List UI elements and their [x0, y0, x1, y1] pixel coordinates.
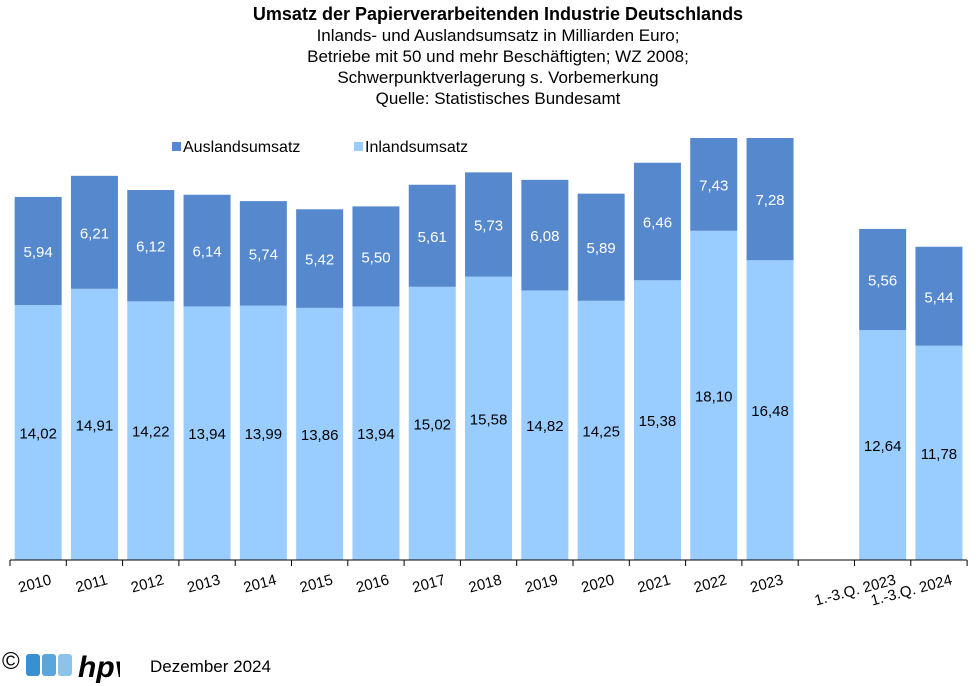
legend-label: Auslandsumsatz — [183, 139, 300, 156]
bar-inlandsumsatz — [690, 230, 738, 560]
data-label-inlandsumsatz: 16,48 — [751, 403, 789, 420]
bar-auslandsumsatz — [14, 196, 62, 305]
x-tick-label: 2018 — [467, 571, 504, 596]
bar-inlandsumsatz — [14, 304, 62, 560]
bar-auslandsumsatz — [746, 138, 794, 261]
data-label-auslandsumsatz: 5,56 — [868, 273, 897, 290]
data-label-inlandsumsatz: 14,82 — [526, 418, 564, 435]
x-tick-label: 2013 — [185, 571, 222, 596]
chart-title-block: Umsatz der Papierverarbeitenden Industri… — [0, 4, 980, 109]
bar-inlandsumsatz — [183, 306, 231, 560]
data-label-auslandsumsatz: 5,61 — [418, 229, 447, 246]
x-tick-label: 2010 — [17, 571, 54, 596]
data-label-inlandsumsatz: 14,91 — [76, 417, 114, 434]
x-tick-label: 2011 — [74, 571, 110, 596]
footer-date: Dezember 2024 — [150, 657, 271, 676]
bar-inlandsumsatz — [465, 276, 513, 560]
data-label-auslandsumsatz: 5,73 — [474, 217, 503, 234]
data-label-auslandsumsatz: 6,14 — [192, 244, 221, 261]
data-label-inlandsumsatz: 14,22 — [132, 424, 170, 441]
data-label-auslandsumsatz: 7,43 — [699, 177, 728, 194]
bar-inlandsumsatz — [352, 306, 400, 560]
data-label-auslandsumsatz: 5,74 — [249, 246, 278, 263]
x-tick-label: 2012 — [129, 571, 166, 596]
data-label-inlandsumsatz: 11,78 — [921, 446, 957, 463]
data-label-auslandsumsatz: 5,89 — [587, 240, 616, 257]
x-tick-label: 2014 — [242, 571, 279, 596]
x-tick-label: 2019 — [523, 571, 560, 596]
data-label-auslandsumsatz: 5,50 — [361, 249, 390, 266]
bar-auslandsumsatz — [915, 246, 963, 346]
stacked-bar-chart: 14,02 5,94 2010 14,91 6,21 2011 14,22 6,12 2012 1… — [9, 138, 968, 609]
bar-auslandsumsatz — [577, 193, 625, 301]
data-label-auslandsumsatz: 5,42 — [305, 252, 334, 269]
bar-auslandsumsatz — [690, 138, 738, 231]
data-label-inlandsumsatz: 13,94 — [188, 426, 226, 443]
bar-inlandsumsatz — [521, 290, 569, 560]
data-label-auslandsumsatz: 6,08 — [530, 228, 559, 245]
chart-subtitle-line-3: Schwerpunktverlagerung s. Vorbemerkung — [337, 68, 659, 87]
data-label-inlandsumsatz: 15,38 — [639, 413, 677, 430]
bar-auslandsumsatz — [633, 162, 681, 281]
bar-auslandsumsatz — [239, 201, 287, 306]
bar-auslandsumsatz — [352, 206, 400, 307]
data-label-auslandsumsatz: 5,44 — [924, 289, 953, 306]
hpv-logo-text: hpv — [78, 651, 120, 684]
data-label-inlandsumsatz: 14,25 — [582, 423, 620, 440]
x-tick-label: 2015 — [298, 571, 335, 596]
bar-auslandsumsatz — [296, 209, 344, 308]
bar-inlandsumsatz — [239, 305, 287, 560]
hpv-logo: hpv — [26, 651, 120, 684]
bar-inlandsumsatz — [127, 301, 175, 560]
x-tick-label: 2020 — [580, 571, 617, 596]
x-tick-label: 2016 — [354, 571, 391, 596]
bar-auslandsumsatz — [127, 190, 175, 302]
data-label-auslandsumsatz: 6,21 — [80, 225, 109, 242]
bar-auslandsumsatz — [183, 194, 231, 307]
chart-subtitle-line-2: Betriebe mit 50 und mehr Beschäftigten; … — [307, 47, 689, 66]
data-label-inlandsumsatz: 13,99 — [245, 426, 283, 443]
hpv-logo-waves-icon — [26, 654, 72, 676]
data-label-inlandsumsatz: 12,64 — [864, 438, 902, 455]
footer: © hpv Dezember 2024 — [0, 646, 400, 686]
x-tick-label: 2021 — [636, 571, 673, 596]
legend-label: Inlandsumsatz — [365, 139, 468, 156]
bar-inlandsumsatz — [70, 288, 118, 560]
data-label-inlandsumsatz: 13,86 — [301, 427, 339, 444]
bar-inlandsumsatz — [859, 330, 907, 560]
x-tick-label: 2017 — [411, 571, 448, 596]
bar-inlandsumsatz — [577, 300, 625, 560]
bar-auslandsumsatz — [521, 179, 569, 291]
data-label-inlandsumsatz: 14,02 — [19, 425, 57, 442]
data-label-inlandsumsatz: 15,58 — [470, 411, 508, 428]
bar-auslandsumsatz — [465, 172, 513, 277]
chart-subtitle-line-4: Quelle: Statistisches Bundesamt — [375, 89, 621, 108]
bar-auslandsumsatz — [859, 228, 907, 331]
data-label-auslandsumsatz: 5,94 — [24, 244, 53, 261]
data-label-auslandsumsatz: 6,46 — [643, 214, 672, 231]
x-tick-label: 2022 — [692, 571, 729, 596]
data-label-auslandsumsatz: 6,12 — [136, 239, 165, 256]
copyright-symbol: © — [2, 648, 20, 675]
bar-inlandsumsatz — [915, 345, 963, 560]
legend-swatch — [172, 142, 181, 151]
bar-inlandsumsatz — [746, 260, 794, 560]
bar-auslandsumsatz — [408, 184, 456, 287]
chart-title: Umsatz der Papierverarbeitenden Industri… — [252, 4, 744, 24]
data-label-inlandsumsatz: 18,10 — [695, 388, 733, 405]
bar-inlandsumsatz — [633, 280, 681, 560]
legend-swatch — [354, 142, 363, 151]
chart-subtitle-line-1: Inlands- und Auslandsumsatz in Milliarde… — [316, 26, 680, 45]
bar-inlandsumsatz — [296, 307, 344, 560]
x-tick-label: 2023 — [748, 571, 785, 596]
data-label-inlandsumsatz: 13,94 — [357, 426, 395, 443]
bar-auslandsumsatz — [70, 175, 118, 289]
data-label-auslandsumsatz: 7,28 — [755, 192, 784, 209]
data-label-inlandsumsatz: 15,02 — [413, 416, 451, 433]
bar-inlandsumsatz — [408, 286, 456, 560]
